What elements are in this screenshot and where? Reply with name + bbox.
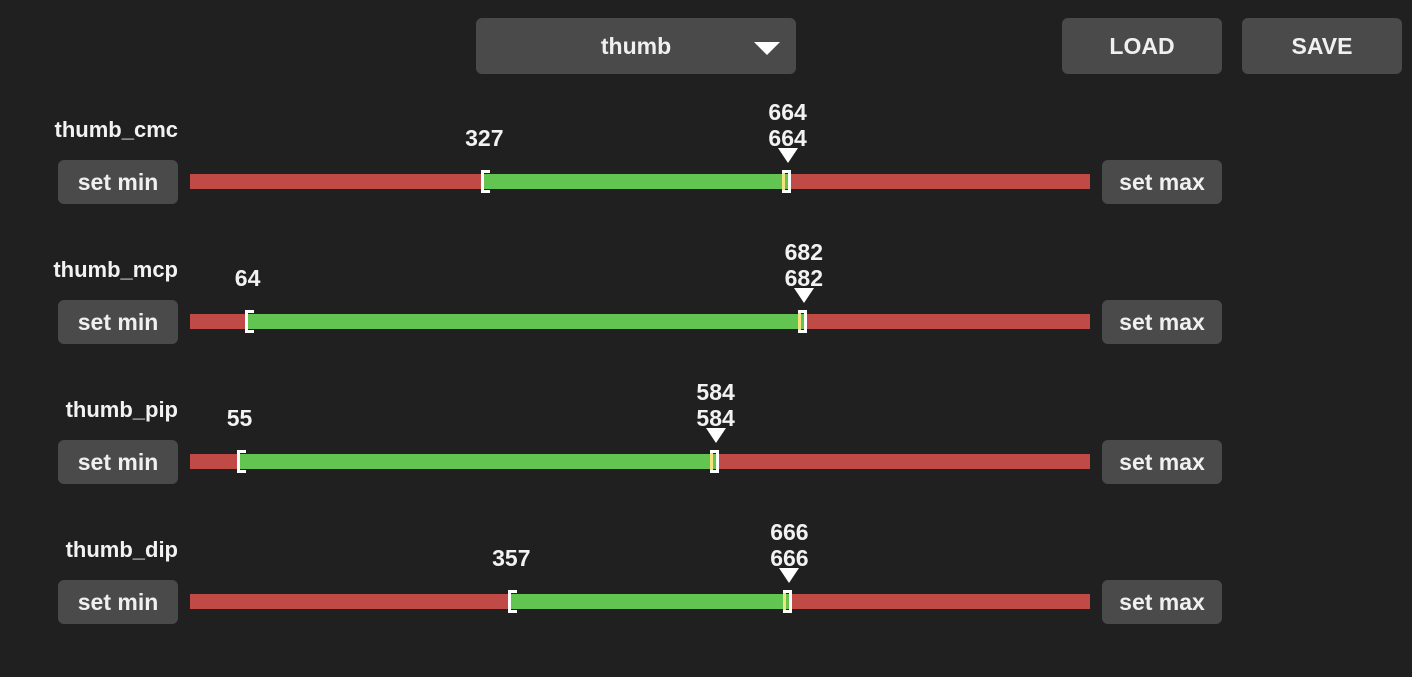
min-handle[interactable] [236, 450, 246, 473]
current-value-label: 682 [784, 239, 823, 265]
min-handle[interactable] [508, 590, 518, 613]
current-value-label: 584 [696, 379, 735, 405]
set-max-button[interactable]: set max [1102, 300, 1222, 344]
set-max-button[interactable]: set max [1102, 580, 1222, 624]
max-value-label: 682 [784, 265, 823, 291]
range-fill [247, 314, 804, 329]
current-position-marker [781, 171, 785, 192]
current-value-label: 666 [770, 519, 809, 545]
load-button[interactable]: LOAD [1062, 18, 1222, 74]
current-position-marker [709, 451, 713, 472]
max-value-label: 664 [768, 125, 807, 151]
triangle-down-icon [779, 568, 800, 583]
min-handle[interactable] [244, 310, 254, 333]
joint-name-label: thumb_mcp [53, 257, 178, 282]
joint-name-label: thumb_dip [65, 537, 178, 562]
max-handle[interactable] [797, 310, 807, 333]
chevron-down-icon [754, 42, 780, 55]
set-max-button[interactable]: set max [1102, 160, 1222, 204]
set-min-button[interactable]: set min [58, 440, 178, 484]
dropdown-selected-value: thumb [600, 32, 672, 59]
joint-name-label: thumb_pip [65, 397, 178, 422]
min-value-label: 327 [465, 125, 504, 151]
min-value-label: 357 [492, 545, 531, 571]
max-handle[interactable] [783, 590, 793, 613]
set-min-button[interactable]: set min [58, 160, 178, 204]
triangle-down-icon [705, 428, 726, 443]
min-handle[interactable] [481, 170, 491, 193]
current-value-label: 664 [768, 99, 807, 125]
range-fill [511, 594, 790, 609]
save-button[interactable]: SAVE [1242, 18, 1402, 74]
current-position-marker [783, 591, 787, 612]
max-handle[interactable] [709, 450, 719, 473]
set-min-button[interactable]: set min [58, 300, 178, 344]
max-value-label: 584 [696, 405, 735, 431]
min-value-label: 55 [226, 405, 253, 431]
min-value-label: 64 [234, 265, 261, 291]
joint-group-dropdown[interactable]: thumb [476, 18, 796, 74]
max-value-label: 666 [770, 545, 809, 571]
range-fill [484, 174, 788, 189]
joint-name-label: thumb_cmc [54, 117, 178, 142]
triangle-down-icon [793, 288, 814, 303]
current-position-marker [797, 311, 801, 332]
set-min-button[interactable]: set min [58, 580, 178, 624]
range-fill [239, 454, 716, 469]
max-handle[interactable] [781, 170, 791, 193]
triangle-down-icon [777, 148, 798, 163]
set-max-button[interactable]: set max [1102, 440, 1222, 484]
